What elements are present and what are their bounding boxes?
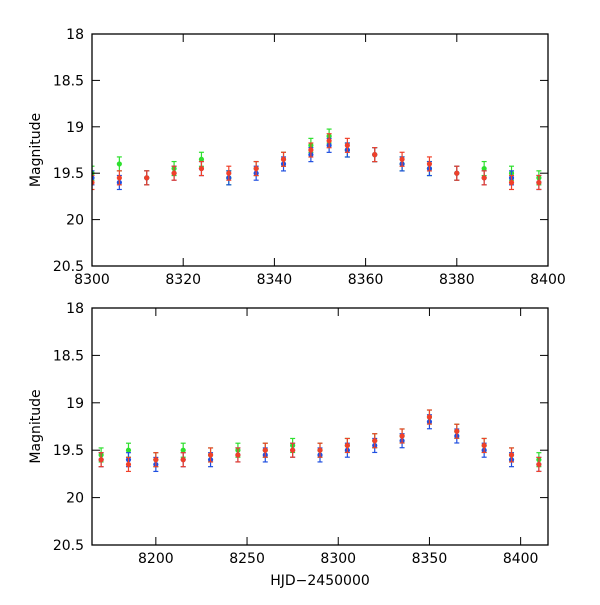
y-tick-label: 20.5 xyxy=(53,259,84,275)
data-point xyxy=(426,161,433,167)
data-point xyxy=(344,142,350,148)
data-point xyxy=(280,156,287,162)
data-point xyxy=(372,152,378,158)
series-0 xyxy=(92,128,542,186)
data-point xyxy=(344,442,350,449)
bottom-ylabel: Magnitude xyxy=(28,389,44,463)
data-point xyxy=(262,447,268,453)
x-tick-label: 8320 xyxy=(165,272,201,288)
data-point xyxy=(235,452,241,458)
y-tick-label: 18.5 xyxy=(53,348,84,364)
data-point xyxy=(98,457,104,463)
x-tick-label: 8300 xyxy=(74,272,110,288)
y-tick-label: 18 xyxy=(66,27,84,43)
series-1 xyxy=(92,137,542,191)
series-2 xyxy=(98,409,542,473)
data-marks xyxy=(92,128,542,191)
x-tick-label: 8400 xyxy=(503,551,539,567)
data-point xyxy=(116,161,122,167)
data-point xyxy=(508,179,515,186)
top-ylabel: Magnitude xyxy=(28,113,44,187)
y-tick-label: 19 xyxy=(66,120,84,136)
data-point xyxy=(426,414,433,420)
x-tick-label: 8350 xyxy=(412,551,448,567)
data-marks xyxy=(98,409,542,473)
bottom-xlabel: HJD−2450000 xyxy=(270,573,370,589)
data-point xyxy=(481,165,487,172)
y-tick-label: 19.5 xyxy=(53,166,84,182)
data-point xyxy=(290,447,296,453)
x-tick-label: 8300 xyxy=(320,551,356,567)
data-point xyxy=(207,452,214,458)
x-tick-label: 8200 xyxy=(138,551,174,567)
top-panel: 8300 8320 8340 8360 8380 8400 18 18.5 19 19.5 20 20… xyxy=(28,27,566,288)
data-point xyxy=(153,457,159,463)
y-tick-label: 18.5 xyxy=(53,73,84,89)
data-point xyxy=(399,156,405,162)
series-2 xyxy=(92,133,542,191)
data-point xyxy=(481,175,487,181)
data-point xyxy=(226,170,232,176)
data-point xyxy=(144,175,150,181)
data-point xyxy=(180,457,186,463)
data-point xyxy=(536,461,542,468)
x-tick-label: 8250 xyxy=(229,551,265,567)
data-point xyxy=(198,156,205,162)
x-tick-label: 8400 xyxy=(530,272,566,288)
y-tick-label: 18 xyxy=(66,301,84,317)
data-point xyxy=(308,147,314,153)
x-tick-label: 8360 xyxy=(348,272,384,288)
data-point xyxy=(116,175,122,181)
y-tick-label: 19 xyxy=(66,396,84,412)
data-point xyxy=(372,438,378,444)
data-point xyxy=(536,179,542,186)
y-tick-label: 20 xyxy=(66,213,84,229)
x-tick-label: 8380 xyxy=(439,272,475,288)
data-point xyxy=(454,428,460,434)
data-point xyxy=(171,170,177,176)
data-point xyxy=(317,447,323,453)
y-tick-label: 19.5 xyxy=(53,443,84,459)
plot-frame xyxy=(91,307,549,546)
plot-frame xyxy=(91,33,549,267)
bottom-panel: 8200 8250 8300 8350 8400 18 18.5 19 19.5 20 20.5 Ma… xyxy=(28,301,549,589)
data-point xyxy=(180,447,186,453)
data-point xyxy=(508,452,515,458)
data-point xyxy=(454,170,460,176)
data-point xyxy=(399,433,405,439)
y-tick-label: 20.5 xyxy=(53,538,84,554)
y-tick-label: 20 xyxy=(66,491,84,507)
x-tick-label: 8340 xyxy=(257,272,293,288)
data-point xyxy=(198,165,205,172)
data-point xyxy=(326,138,332,144)
data-point xyxy=(125,461,132,468)
data-point xyxy=(125,447,132,453)
data-point xyxy=(481,442,487,449)
data-point xyxy=(253,165,259,172)
